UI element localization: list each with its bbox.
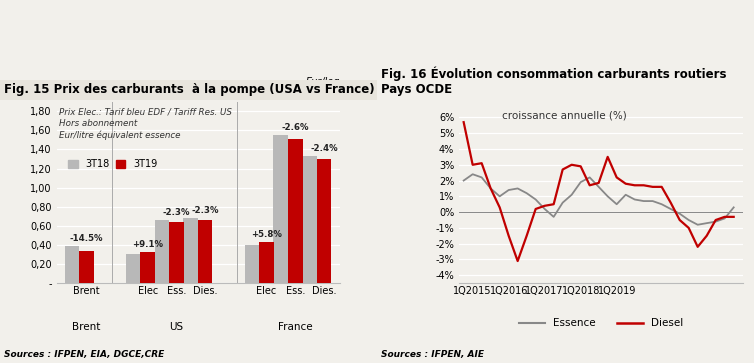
Bar [274, 135, 288, 283]
Bar [288, 139, 302, 283]
Legend: 3T18, 3T19: 3T18, 3T19 [64, 155, 161, 173]
Bar [79, 251, 93, 283]
Bar [126, 254, 140, 283]
Text: croissance annuelle (%): croissance annuelle (%) [501, 111, 627, 121]
Bar [140, 252, 155, 283]
Text: -2.3%: -2.3% [163, 208, 190, 217]
Text: Sources : IFPEN, EIA, DGCE,CRE: Sources : IFPEN, EIA, DGCE,CRE [4, 350, 164, 359]
Bar [155, 220, 169, 283]
Text: -14.5%: -14.5% [69, 234, 103, 243]
Text: Sources : IFPEN, AIE: Sources : IFPEN, AIE [381, 350, 484, 359]
Text: Prix Elec.: Tarif bleu EDF / Tariff Res. US
Hors abonnement
Eur/litre équivalent: Prix Elec.: Tarif bleu EDF / Tariff Res.… [60, 107, 232, 140]
Text: -2.3%: -2.3% [192, 206, 219, 215]
Text: US: US [170, 322, 183, 332]
Text: France: France [278, 322, 313, 332]
Text: -2.6%: -2.6% [281, 123, 309, 132]
Bar [317, 159, 331, 283]
Text: Fig. 15 Prix des carburants  à la pompe (USA vs France): Fig. 15 Prix des carburants à la pompe (… [4, 83, 375, 96]
Bar [169, 221, 184, 283]
Bar [183, 218, 198, 283]
Text: -2.4%: -2.4% [310, 144, 338, 153]
Bar [259, 242, 274, 283]
Bar [302, 156, 317, 283]
Text: Brent: Brent [72, 322, 100, 332]
Text: Eur/leq: Eur/leq [305, 77, 340, 87]
Text: +5.8%: +5.8% [251, 230, 282, 239]
Text: Fig. 16 Évolution consommation carburants routiers
Pays OCDE: Fig. 16 Évolution consommation carburant… [381, 67, 726, 96]
Legend: Essence, Diesel: Essence, Diesel [514, 314, 688, 333]
Text: +9.1%: +9.1% [132, 240, 163, 249]
Bar [245, 245, 259, 283]
Bar [65, 246, 79, 283]
Bar [198, 220, 213, 283]
